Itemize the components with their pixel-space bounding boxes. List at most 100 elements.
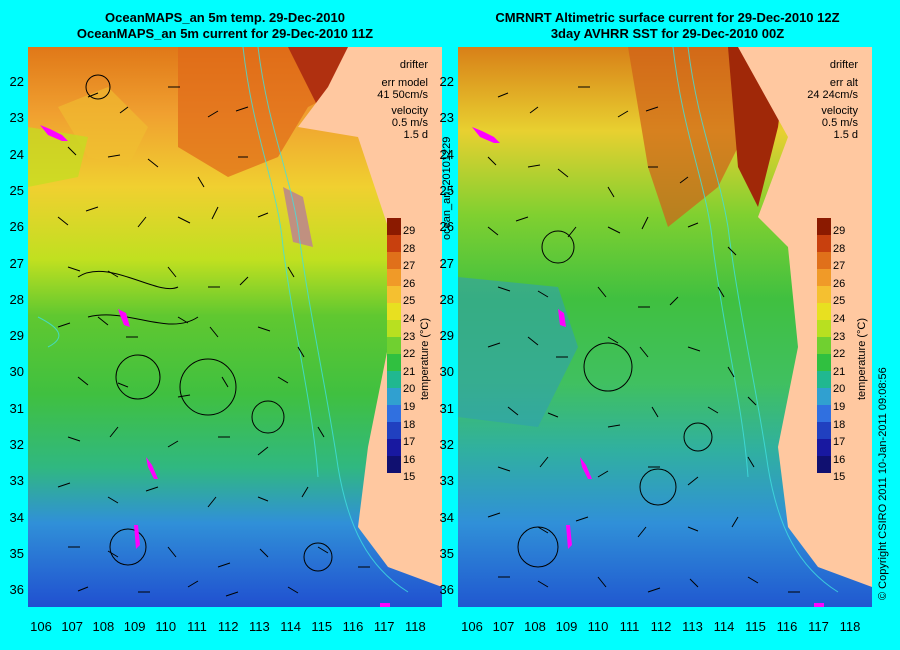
colorbar-tick-label: 24 — [833, 313, 846, 325]
colorbar-swatch — [817, 371, 831, 388]
latitude-tick-label: 27 — [9, 255, 24, 271]
latitude-tick-label: 23 — [9, 110, 24, 126]
colorbar-swatch — [387, 371, 401, 388]
colorbar-swatch — [817, 422, 831, 439]
colorbar-tick-label: 23 — [833, 330, 846, 343]
colorbar-swatch — [387, 320, 401, 337]
longitude-tick-label: 115 — [745, 619, 766, 634]
left-legend: drifter err model 41 50cm/s velocity 0.5… — [358, 59, 428, 141]
left-map-panel: drifter err model 41 50cm/s velocity 0.5… — [28, 47, 442, 607]
latitude-tick-label: 36 — [439, 582, 454, 598]
colorbar-tick-label: 18 — [833, 418, 846, 431]
latitude-tick-label: 25 — [9, 182, 24, 198]
longitude-tick-label: 109 — [123, 619, 146, 634]
colorbar-swatch — [817, 218, 831, 235]
left-sst-map — [28, 47, 442, 607]
colorbar-swatch — [817, 388, 831, 405]
colorbar-tick-label: 18 — [403, 418, 416, 431]
colorbar-swatch — [387, 218, 401, 235]
longitude-tick-label: 117 — [373, 619, 395, 634]
latitude-tick-label: 23 — [439, 110, 454, 126]
colorbar-tick-label: 23 — [403, 330, 416, 343]
colorbar-swatch — [817, 286, 831, 303]
colorbar-tick-label: 29 — [833, 225, 846, 237]
longitude-tick-label: 116 — [776, 619, 798, 634]
latitude-tick-label: 30 — [439, 364, 454, 380]
right-sst-map — [458, 47, 872, 607]
longitude-tick-label: 110 — [155, 619, 177, 634]
colorbar-tick-label: 19 — [833, 401, 846, 413]
longitude-tick-label: 106 — [461, 619, 483, 634]
latitude-tick-label: 29 — [9, 328, 24, 344]
latitude-tick-label: 31 — [9, 400, 24, 416]
colorbar-tick-label: 27 — [833, 260, 846, 273]
colorbar-tick-label: 24 — [403, 313, 416, 325]
colorbar-swatch — [817, 456, 831, 473]
latitude-tick-label: 26 — [439, 219, 454, 235]
colorbar-tick-label: 15 — [833, 471, 846, 484]
colorbar-tick-label: 27 — [403, 260, 416, 273]
latitude-tick-label: 26 — [9, 219, 24, 235]
latitude-tick-label: 28 — [9, 291, 24, 307]
colorbar-swatch — [387, 405, 401, 422]
latitude-tick-label: 32 — [9, 437, 24, 452]
latitude-tick-label: 24 — [439, 146, 454, 162]
left-legend-err-value: 41 50cm/s — [377, 89, 428, 101]
colorbar-tick-label: 22 — [833, 348, 846, 361]
right-map-panel: drifter err alt 24 24cm/s velocity 0.5 m… — [458, 47, 872, 607]
latitude-tick-label: 25 — [439, 182, 454, 198]
right-legend-velocity: velocity — [821, 105, 858, 117]
latitude-tick-label: 22 — [439, 74, 454, 89]
colorbar-tick-label: 21 — [833, 365, 846, 378]
colorbar-swatch — [387, 422, 401, 439]
left-legend-drifter: drifter — [399, 59, 428, 71]
left-drifter-tracks — [40, 125, 390, 607]
left-legend-err-label: err model — [381, 77, 428, 89]
latitude-tick-label: 22 — [9, 74, 24, 89]
right-title: CMRNRT Altimetric surface current for 29… — [455, 10, 880, 42]
colorbar-tick-label: 25 — [403, 295, 416, 308]
longitude-tick-label: 118 — [839, 619, 861, 634]
right-legend-err-label: err alt — [829, 77, 858, 89]
right-colorbar — [817, 218, 831, 490]
colorbar-tick-label: 20 — [403, 383, 416, 396]
colorbar-swatch — [817, 269, 831, 286]
colorbar-swatch — [817, 354, 831, 371]
colorbar-tick-label: 15 — [403, 471, 416, 484]
colorbar-swatch — [387, 456, 401, 473]
longitude-tick-label: 118 — [405, 619, 426, 634]
colorbar-swatch — [817, 235, 831, 252]
left-title-line2: OceanMAPS_an 5m current for 29-Dec-2010 … — [76, 26, 374, 41]
latitude-tick-label: 34 — [439, 509, 454, 525]
right-title-line2: 3day AVHRR SST for 29-Dec-2010 00Z — [550, 26, 785, 41]
latitude-tick-label: 32 — [439, 437, 454, 452]
longitude-tick-label: 112 — [650, 619, 672, 634]
colorbar-tick-label: 25 — [833, 295, 846, 308]
right-legend-drifter: drifter — [829, 59, 858, 71]
right-current-arrows — [487, 86, 800, 593]
colorbar-swatch — [817, 303, 831, 320]
longitude-tick-label: 106 — [30, 619, 52, 634]
colorbar-swatch — [387, 286, 401, 303]
copyright-label: © Copyright CSIRO 2011 10-Jan-2011 09:08… — [877, 367, 889, 600]
latitude-tick-label: 33 — [439, 473, 454, 489]
colorbar-swatch — [817, 337, 831, 354]
longitude-tick-label: 109 — [555, 619, 578, 634]
latitude-tick-label: 34 — [9, 509, 24, 525]
colorbar-tick-label: 26 — [403, 277, 416, 290]
latitude-tick-label: 27 — [439, 255, 454, 271]
left-legend-velocity: velocity — [391, 105, 428, 117]
left-current-arrows — [57, 74, 370, 597]
right-legend: drifter err alt 24 24cm/s velocity 0.5 m… — [788, 59, 858, 141]
longitude-tick-label: 107 — [61, 619, 84, 634]
colorbar-tick-label: 17 — [833, 436, 846, 449]
right-legend-duration: 1.5 d — [833, 129, 858, 141]
left-title-line1: OceanMAPS_an 5m temp. 29-Dec-2010 — [105, 10, 345, 25]
right-drifter-tracks — [472, 127, 824, 607]
left-legend-duration: 1.5 d — [403, 129, 428, 141]
longitude-tick-label: 107 — [492, 619, 515, 634]
latitude-tick-label: 24 — [9, 146, 24, 162]
colorbar-tick-label: 22 — [403, 348, 416, 361]
colorbar-tick-label: 20 — [833, 383, 846, 396]
left-legend-velocity-scale: 0.5 m/s — [391, 117, 428, 129]
